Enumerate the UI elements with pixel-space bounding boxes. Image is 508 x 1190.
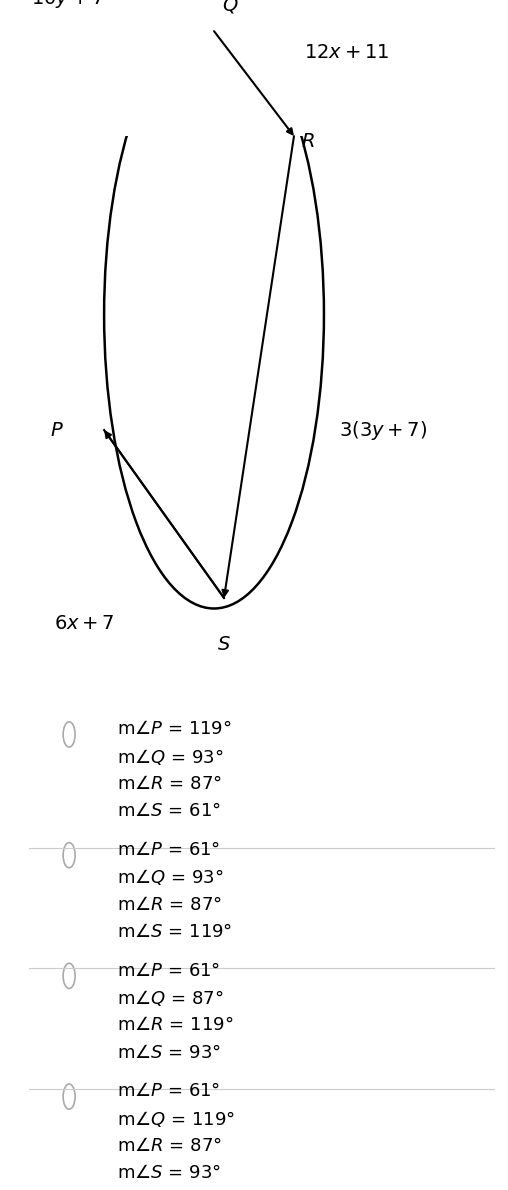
- Text: m$\angle\mathit{S}$ = 61°: m$\angle\mathit{S}$ = 61°: [117, 802, 220, 820]
- Text: $6x + 7$: $6x + 7$: [54, 614, 115, 633]
- Text: m$\angle\mathit{P}$ = 61°: m$\angle\mathit{P}$ = 61°: [117, 841, 220, 859]
- Text: m$\angle\mathit{R}$ = 87°: m$\angle\mathit{R}$ = 87°: [117, 896, 221, 914]
- Text: $P$: $P$: [50, 420, 64, 439]
- Text: m$\angle\mathit{R}$ = 87°: m$\angle\mathit{R}$ = 87°: [117, 775, 221, 793]
- Text: m$\angle\mathit{Q}$ = 87°: m$\angle\mathit{Q}$ = 87°: [117, 988, 223, 1008]
- Text: $R$: $R$: [301, 132, 315, 151]
- Text: m$\angle\mathit{S}$ = 93°: m$\angle\mathit{S}$ = 93°: [117, 1044, 220, 1061]
- Text: m$\angle\mathit{P}$ = 61°: m$\angle\mathit{P}$ = 61°: [117, 1083, 220, 1101]
- Text: $Q$: $Q$: [221, 0, 238, 15]
- Text: $3(3y + 7)$: $3(3y + 7)$: [339, 419, 427, 441]
- Text: $S$: $S$: [217, 634, 231, 653]
- Text: m$\angle\mathit{S}$ = 93°: m$\angle\mathit{S}$ = 93°: [117, 1164, 220, 1182]
- Text: m$\angle\mathit{R}$ = 119°: m$\angle\mathit{R}$ = 119°: [117, 1016, 233, 1034]
- Text: $12x + 11$: $12x + 11$: [304, 43, 389, 62]
- Text: m$\angle\mathit{Q}$ = 93°: m$\angle\mathit{Q}$ = 93°: [117, 868, 223, 888]
- Text: m$\angle\mathit{Q}$ = 93°: m$\angle\mathit{Q}$ = 93°: [117, 746, 223, 766]
- Text: m$\angle\mathit{Q}$ = 119°: m$\angle\mathit{Q}$ = 119°: [117, 1109, 235, 1128]
- Text: m$\angle\mathit{P}$ = 61°: m$\angle\mathit{P}$ = 61°: [117, 962, 220, 979]
- Text: m$\angle\mathit{S}$ = 119°: m$\angle\mathit{S}$ = 119°: [117, 922, 232, 941]
- Text: m$\angle\mathit{P}$ = 119°: m$\angle\mathit{P}$ = 119°: [117, 720, 231, 738]
- Text: m$\angle\mathit{R}$ = 87°: m$\angle\mathit{R}$ = 87°: [117, 1136, 221, 1155]
- Text: $10y + 7$: $10y + 7$: [31, 0, 104, 11]
